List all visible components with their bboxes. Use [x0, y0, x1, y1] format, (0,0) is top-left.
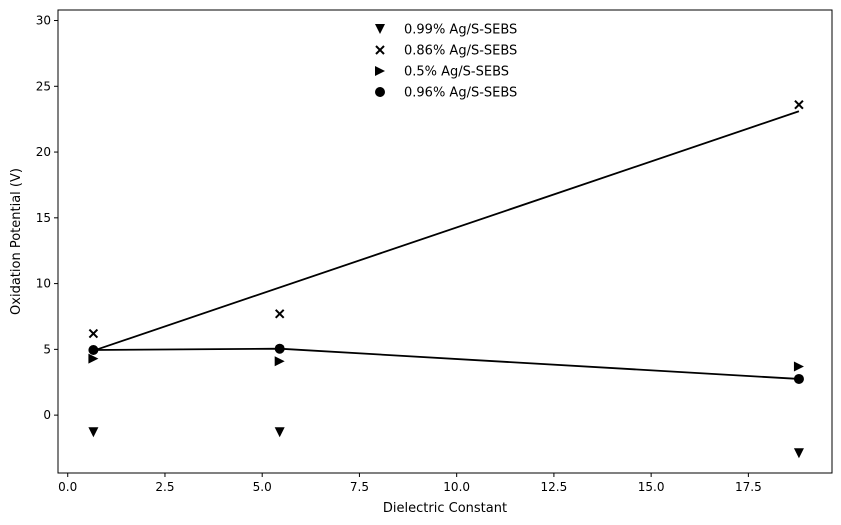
data-point-x [274, 309, 285, 319]
y-axis-ticks: 0 5 10 15 20 25 30 [36, 14, 58, 422]
data-point-triangle-right [793, 361, 804, 372]
legend-marker-circle [375, 87, 385, 97]
data-point-triangle-down [274, 427, 285, 438]
legend-label: 0.96% Ag/S-SEBS [404, 86, 517, 101]
x-tick-label: 10.0 [443, 480, 470, 494]
trend-lines [93, 110, 800, 380]
trend-line [93, 110, 800, 352]
legend-label: 0.5% Ag/S-SEBS [404, 65, 509, 80]
data-point-triangle-right [88, 353, 99, 364]
x-tick-label: 12.5 [541, 480, 568, 494]
y-tick-label: 30 [36, 14, 51, 28]
data-point-x [794, 99, 804, 110]
legend-label: 0.86% Ag/S-SEBS [404, 44, 517, 59]
x-tick-label: 5.0 [253, 480, 272, 494]
legend-marker-triangle-down [375, 24, 385, 34]
y-tick-label: 20 [36, 145, 51, 159]
y-tick-label: 10 [36, 277, 51, 291]
legend: 0.99% Ag/S-SEBS 0.86% Ag/S-SEBS 0.5% Ag/S-… [375, 23, 517, 101]
y-axis-label: Oxidation Potential (V) [9, 168, 24, 315]
legend-marker-triangle-right [375, 66, 385, 76]
data-point-triangle-right [274, 356, 285, 367]
x-tick-label: 0.0 [58, 480, 77, 494]
legend-label: 0.99% Ag/S-SEBS [404, 23, 517, 38]
y-tick-label: 0 [43, 408, 51, 422]
legend-marker-x [375, 45, 385, 55]
data-point-circle [274, 343, 285, 354]
x-tick-label: 15.0 [638, 480, 665, 494]
data-point-x [88, 328, 99, 339]
x-marker-stroke [794, 99, 804, 110]
x-tick-label: 7.5 [350, 480, 369, 494]
y-tick-label: 15 [36, 211, 51, 225]
x-tick-label: 17.5 [735, 480, 762, 494]
data-point-triangle-down [88, 427, 99, 438]
x-marker-stroke [375, 45, 385, 55]
x-tick-label: 2.5 [155, 480, 174, 494]
x-marker-stroke [274, 309, 285, 319]
trend-line [93, 347, 799, 380]
data-point-triangle-down [793, 448, 804, 459]
x-axis-label: Dielectric Constant [383, 501, 507, 516]
data-point-circle [88, 345, 99, 356]
data-point-circle [793, 373, 804, 384]
x-marker-stroke [88, 328, 99, 339]
y-tick-label: 5 [43, 342, 51, 356]
plot-area-frame [57, 9, 833, 474]
x-axis-ticks: 0.0 2.5 5.0 7.5 10.0 12.5 15.0 17.5 [58, 473, 762, 494]
y-tick-label: 25 [36, 79, 51, 93]
data-points [88, 99, 804, 459]
